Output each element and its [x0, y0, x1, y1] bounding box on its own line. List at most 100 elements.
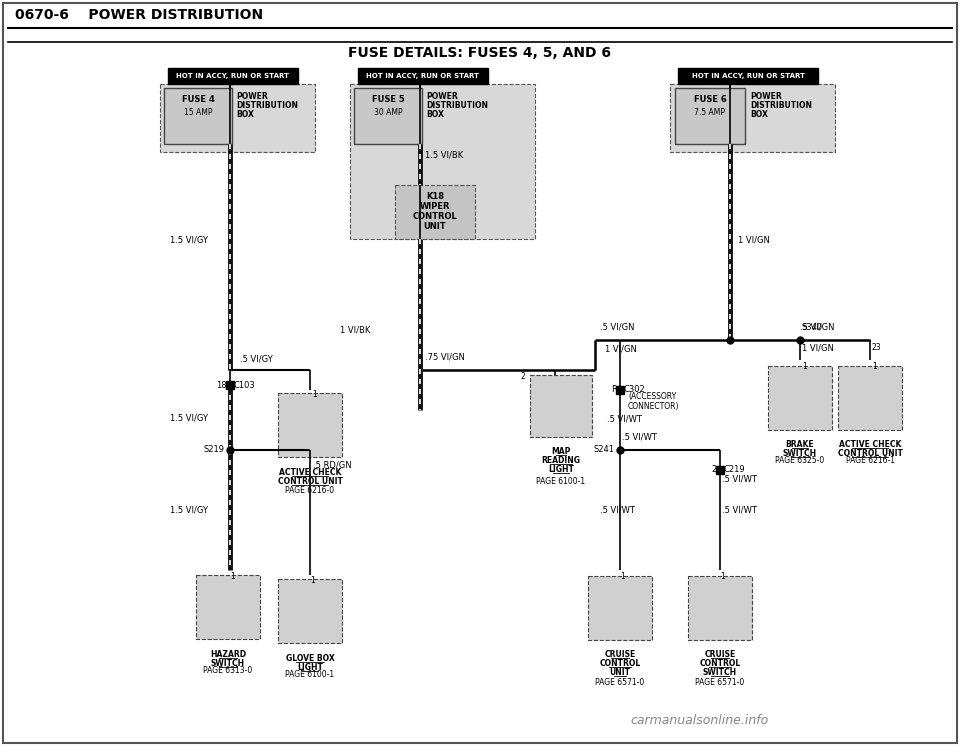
Text: S241: S241	[593, 445, 614, 454]
Text: PAGE 6571-0: PAGE 6571-0	[595, 678, 644, 687]
Bar	[196, 575, 260, 639]
Bar	[530, 375, 592, 437]
Text: 1: 1	[872, 362, 876, 371]
Text: 15 AMP: 15 AMP	[183, 108, 212, 117]
Text: PAGE 6325-0: PAGE 6325-0	[776, 456, 825, 465]
Bar	[354, 88, 422, 144]
Text: HAZARD: HAZARD	[210, 650, 246, 659]
Bar	[588, 576, 652, 640]
Bar	[278, 579, 342, 643]
Bar	[164, 88, 232, 144]
Text: 1: 1	[720, 572, 725, 581]
Text: PAGE 6216-1: PAGE 6216-1	[846, 456, 895, 465]
Text: 0670-6    POWER DISTRIBUTION: 0670-6 POWER DISTRIBUTION	[15, 8, 263, 22]
Text: PAGE 6100-1: PAGE 6100-1	[537, 477, 586, 486]
Text: PAGE 6313-0: PAGE 6313-0	[204, 666, 252, 675]
Text: CONTROL UNIT: CONTROL UNIT	[837, 449, 902, 458]
Text: K18: K18	[426, 192, 444, 201]
Text: CONNECTOR): CONNECTOR)	[628, 402, 680, 411]
Text: FUSE 4: FUSE 4	[181, 95, 214, 104]
Text: 2: 2	[711, 466, 717, 474]
Text: 1: 1	[310, 576, 315, 585]
Bar	[350, 84, 535, 239]
Text: .5 VI/WT: .5 VI/WT	[607, 415, 642, 424]
Text: ACTIVE CHECK: ACTIVE CHECK	[278, 468, 341, 477]
Text: C302: C302	[623, 386, 645, 395]
Text: .5 VI/WT: .5 VI/WT	[600, 506, 635, 515]
Text: POWER: POWER	[426, 92, 458, 101]
Text: BOX: BOX	[236, 110, 253, 119]
Text: 1 VI/BK: 1 VI/BK	[340, 325, 371, 334]
Text: LIGHT: LIGHT	[297, 663, 323, 672]
Text: DISTRIBUTION: DISTRIBUTION	[426, 101, 488, 110]
Text: SWITCH: SWITCH	[211, 659, 245, 668]
Text: 30 AMP: 30 AMP	[373, 108, 402, 117]
Text: FUSE DETAILS: FUSES 4, 5, AND 6: FUSE DETAILS: FUSES 4, 5, AND 6	[348, 46, 612, 60]
Text: 18: 18	[216, 380, 227, 389]
Text: .5 RD/GN: .5 RD/GN	[313, 460, 351, 469]
Text: .5 VI/GY: .5 VI/GY	[240, 354, 273, 363]
Text: 1: 1	[230, 572, 235, 581]
Text: 1.5 VI/GY: 1.5 VI/GY	[170, 413, 208, 422]
Text: CONTROL: CONTROL	[700, 659, 740, 668]
Text: PAGE 6571-0: PAGE 6571-0	[695, 678, 745, 687]
Text: C103: C103	[233, 380, 254, 389]
Text: 1.5 VI/GY: 1.5 VI/GY	[170, 506, 208, 515]
Text: 1 VI/GN: 1 VI/GN	[605, 344, 636, 353]
Text: FUSE 5: FUSE 5	[372, 95, 404, 104]
Text: R: R	[612, 386, 617, 395]
Text: 1.5 VI/GY: 1.5 VI/GY	[170, 236, 208, 245]
Text: carmanualsonline.info: carmanualsonline.info	[631, 713, 769, 727]
Text: .5 VI/WT: .5 VI/WT	[722, 474, 756, 483]
Text: .5 VI/GN: .5 VI/GN	[600, 323, 635, 332]
Text: POWER: POWER	[236, 92, 268, 101]
Text: PAGE 6216-0: PAGE 6216-0	[285, 486, 335, 495]
Text: HOT IN ACCY, RUN OR START: HOT IN ACCY, RUN OR START	[177, 73, 290, 79]
Text: READING: READING	[541, 456, 581, 465]
Text: UNIT: UNIT	[610, 668, 631, 677]
Text: MAP: MAP	[551, 447, 570, 456]
Bar	[838, 366, 902, 430]
Text: 1.5 VI/BK: 1.5 VI/BK	[425, 150, 464, 159]
Text: .5 VI/GN: .5 VI/GN	[800, 323, 834, 332]
Text: HOT IN ACCY, RUN OR START: HOT IN ACCY, RUN OR START	[367, 73, 479, 79]
Bar	[358, 68, 488, 84]
Text: (ACCESSORY: (ACCESSORY	[628, 392, 676, 401]
Text: .5 VI/WT: .5 VI/WT	[722, 506, 756, 515]
Text: S340: S340	[802, 323, 823, 332]
Text: PAGE 6100-1: PAGE 6100-1	[285, 670, 335, 679]
Text: 23: 23	[872, 343, 881, 353]
Text: POWER: POWER	[750, 92, 781, 101]
Text: LIGHT: LIGHT	[548, 465, 574, 474]
Bar	[688, 576, 752, 640]
Text: SWITCH: SWITCH	[703, 668, 737, 677]
Text: CONTROL UNIT: CONTROL UNIT	[277, 477, 343, 486]
Bar	[675, 88, 745, 144]
Text: BOX: BOX	[426, 110, 444, 119]
Text: FUSE 6: FUSE 6	[694, 95, 727, 104]
Text: 2: 2	[520, 372, 525, 381]
Bar	[670, 84, 835, 152]
Text: CRUISE: CRUISE	[705, 650, 735, 659]
Text: 1: 1	[802, 362, 806, 371]
Text: UNIT: UNIT	[423, 222, 446, 231]
Bar	[768, 366, 832, 430]
Text: 1 VI/GN: 1 VI/GN	[802, 343, 834, 353]
Text: SWITCH: SWITCH	[783, 449, 817, 458]
Text: DISTRIBUTION: DISTRIBUTION	[236, 101, 298, 110]
Text: 1: 1	[620, 572, 625, 581]
Text: CRUISE: CRUISE	[605, 650, 636, 659]
Text: S219: S219	[203, 445, 224, 454]
Text: .5 VI/WT: .5 VI/WT	[622, 433, 657, 442]
Text: CONTROL: CONTROL	[599, 659, 640, 668]
Bar	[278, 393, 342, 457]
Bar	[160, 84, 315, 152]
Text: .75 VI/GN: .75 VI/GN	[425, 353, 465, 362]
Bar	[395, 185, 475, 239]
Text: C219: C219	[723, 466, 745, 474]
Text: BRAKE: BRAKE	[785, 440, 814, 449]
Text: HOT IN ACCY, RUN OR START: HOT IN ACCY, RUN OR START	[691, 73, 804, 79]
Text: 1 VI/GN: 1 VI/GN	[738, 236, 770, 245]
Text: CONTROL: CONTROL	[413, 212, 457, 221]
Bar	[678, 68, 818, 84]
